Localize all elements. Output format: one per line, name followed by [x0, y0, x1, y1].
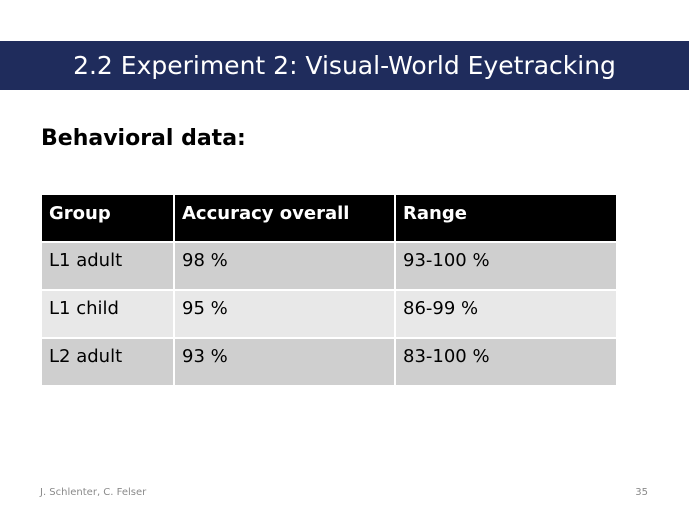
cell-group: L2 adult: [40, 337, 175, 387]
cell-accuracy: 93 %: [173, 337, 396, 387]
table-row: L1 adult 98 % 93-100 %: [40, 241, 618, 291]
table-row: L2 adult 93 % 83-100 %: [40, 337, 618, 387]
cell-range: 86-99 %: [394, 289, 618, 339]
cell-range: 83-100 %: [394, 337, 618, 387]
cell-range: 93-100 %: [394, 241, 618, 291]
page-number: 35: [635, 487, 648, 498]
table-row: L1 child 95 % 86-99 %: [40, 289, 618, 339]
section-heading: Behavioral data:: [41, 126, 246, 151]
footer-authors: J. Schlenter, C. Felser: [40, 487, 147, 498]
column-header-range: Range: [394, 193, 618, 243]
table-header-row: Group Accuracy overall Range: [40, 193, 618, 243]
cell-accuracy: 98 %: [173, 241, 396, 291]
behavioral-data-table: Group Accuracy overall Range L1 adult 98…: [40, 193, 618, 387]
cell-accuracy: 95 %: [173, 289, 396, 339]
column-header-group: Group: [40, 193, 175, 243]
column-header-accuracy: Accuracy overall: [173, 193, 396, 243]
cell-group: L1 child: [40, 289, 175, 339]
slide-title: 2.2 Experiment 2: Visual-World Eyetracki…: [73, 51, 616, 80]
cell-group: L1 adult: [40, 241, 175, 291]
title-bar: 2.2 Experiment 2: Visual-World Eyetracki…: [0, 41, 689, 90]
